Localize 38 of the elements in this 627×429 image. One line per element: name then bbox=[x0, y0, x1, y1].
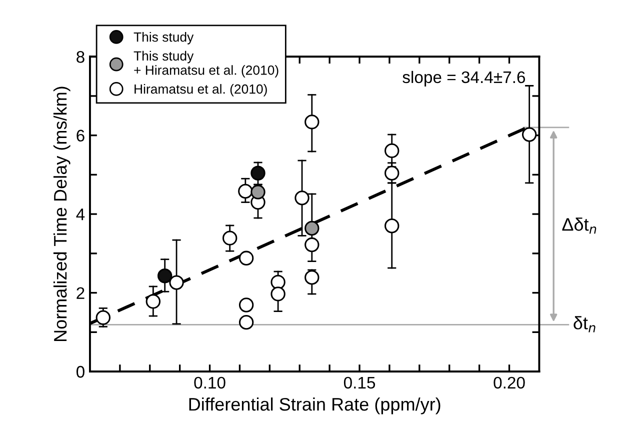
y-tick-label: 2 bbox=[76, 287, 84, 299]
point bbox=[304, 237, 320, 252]
point bbox=[304, 114, 320, 130]
point bbox=[304, 270, 320, 285]
point bbox=[238, 250, 254, 266]
point bbox=[157, 268, 172, 284]
ref-line-label: δt$_{n}$ bbox=[574, 316, 596, 332]
point bbox=[270, 286, 286, 302]
point bbox=[250, 166, 266, 180]
y-axis-title: Normalized Time Delay (ms/km) bbox=[53, 86, 70, 341]
annotation: slope = 34.4±7.6 bbox=[402, 70, 526, 86]
legend-label: Hiramatsu et al. (2010) bbox=[134, 84, 267, 96]
point bbox=[522, 127, 537, 142]
point bbox=[384, 166, 400, 180]
point bbox=[250, 184, 266, 200]
point bbox=[96, 310, 111, 325]
x-tick-label: 0.15 bbox=[344, 376, 376, 389]
point bbox=[222, 230, 238, 246]
legend-label: This study bbox=[134, 32, 194, 44]
x-tick-label: 0.20 bbox=[494, 376, 525, 389]
text: Δδt$_{n}$ bbox=[562, 218, 596, 234]
x-axis-title: Differential Strain Rate (ppm/yr) bbox=[189, 397, 440, 414]
point bbox=[169, 275, 184, 290]
x-tick-label: 0.10 bbox=[194, 376, 226, 389]
point bbox=[304, 220, 320, 236]
point bbox=[238, 184, 253, 199]
y-tick-label: 0 bbox=[76, 366, 84, 378]
legend-label: This study + Hiramatsu et al. (2010) bbox=[134, 50, 278, 78]
point bbox=[146, 294, 161, 309]
point bbox=[238, 298, 254, 312]
point bbox=[270, 274, 286, 290]
point bbox=[238, 314, 254, 330]
point bbox=[384, 143, 400, 158]
point bbox=[294, 190, 310, 206]
y-tick-label: 6 bbox=[76, 130, 84, 142]
point bbox=[384, 218, 400, 234]
y-tick-label: 8 bbox=[76, 51, 84, 63]
y-tick-label: 4 bbox=[76, 208, 85, 220]
